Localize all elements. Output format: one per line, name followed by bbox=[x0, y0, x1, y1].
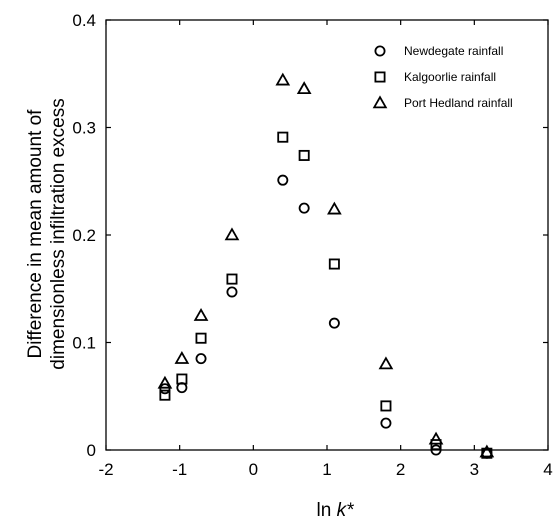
triangle-point bbox=[327, 201, 342, 215]
legend-label: Kalgoorlie rainfall bbox=[404, 70, 496, 84]
square-point bbox=[298, 149, 310, 161]
legend-circle-marker bbox=[374, 45, 386, 57]
x-tick-label: 3 bbox=[470, 460, 479, 479]
y-tick-label: 0.1 bbox=[72, 334, 96, 353]
triangle-point bbox=[174, 351, 190, 364]
data-markers bbox=[157, 72, 495, 459]
circle-point bbox=[380, 417, 392, 429]
triangle-point bbox=[193, 308, 209, 321]
triangle-point bbox=[224, 227, 240, 241]
legend-label: Port Hedland rainfall bbox=[404, 96, 513, 110]
circle-point bbox=[298, 202, 310, 214]
series-square bbox=[159, 131, 493, 459]
circle-point bbox=[328, 317, 340, 329]
axis-tick-labels: -2 -1 0 1 2 3 4 0 0.1 0.2 0.3 0.4 bbox=[72, 11, 552, 479]
x-tick-label: -2 bbox=[98, 460, 113, 479]
triangle-point bbox=[296, 81, 312, 95]
square-point bbox=[277, 131, 289, 143]
y-tick-label: 0.4 bbox=[72, 11, 96, 30]
x-axis-title: ln k* bbox=[317, 500, 355, 521]
legend-label: Newdegate rainfall bbox=[404, 44, 503, 58]
y-tick-label: 0 bbox=[87, 441, 96, 460]
legend-triangle-marker bbox=[372, 95, 388, 109]
legend-square-marker bbox=[374, 71, 386, 83]
triangle-point bbox=[157, 375, 173, 389]
x-tick-label: 0 bbox=[249, 460, 258, 479]
triangle-point bbox=[479, 444, 495, 458]
square-point bbox=[328, 258, 340, 270]
y-tick-label: 0.2 bbox=[72, 226, 96, 245]
x-tick-label: 1 bbox=[322, 460, 331, 479]
x-tick-label: 4 bbox=[543, 460, 552, 479]
circle-point bbox=[159, 383, 171, 395]
y-axis-title-line-1: Difference in mean amount of bbox=[25, 109, 46, 359]
square-point bbox=[176, 373, 188, 385]
legend: Newdegate rainfall Kalgoorlie rainfall Por… bbox=[372, 44, 513, 110]
triangle-point bbox=[378, 356, 394, 370]
x-tick-label: 2 bbox=[396, 460, 405, 479]
square-point bbox=[430, 439, 442, 451]
series-triangle bbox=[157, 72, 495, 458]
square-point bbox=[380, 400, 392, 412]
triangle-point bbox=[275, 72, 291, 86]
x-tick-label: -1 bbox=[172, 460, 187, 479]
circle-point bbox=[277, 174, 289, 186]
circle-point bbox=[226, 286, 238, 298]
plot-border bbox=[105, 19, 549, 451]
square-point bbox=[195, 332, 207, 344]
y-tick-label: 0.3 bbox=[72, 119, 96, 138]
square-point bbox=[226, 273, 238, 285]
y-axis-title-line-2: dimensionless infiltration excess bbox=[48, 98, 69, 369]
triangle-point bbox=[428, 431, 444, 445]
series-circle bbox=[159, 174, 493, 459]
square-point bbox=[159, 389, 171, 401]
axis-ticks bbox=[105, 19, 549, 451]
plot-area bbox=[105, 19, 549, 451]
circle-point bbox=[195, 353, 207, 365]
